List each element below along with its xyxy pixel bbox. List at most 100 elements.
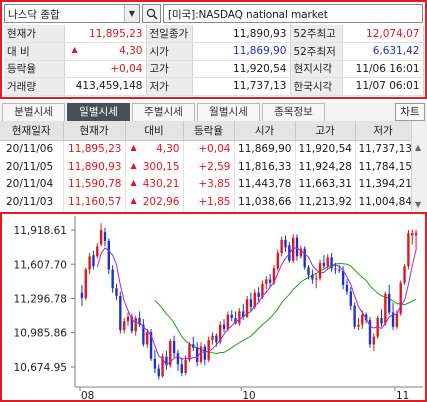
column-header[interactable]: 현재가 xyxy=(63,121,126,141)
change-text: 300,15 xyxy=(142,160,180,173)
table-row[interactable]: 20/11/04 11,590,78 ▲ 430,21 +3,85 11,443,78 11… xyxy=(0,175,412,194)
column-header[interactable]: 시가 xyxy=(234,121,296,141)
quote-value: 11,869,90 xyxy=(192,42,291,61)
cell-open: 11,443,78 xyxy=(234,175,296,194)
cell-rate: +2,59 xyxy=(183,157,235,176)
candle-body xyxy=(291,237,295,261)
vertical-scrollbar[interactable]: ▲ ▼ xyxy=(411,121,427,211)
candle-body xyxy=(276,253,279,269)
candle-body xyxy=(307,267,310,276)
candle-body xyxy=(322,262,326,267)
quote-value: 11/07 06:01 xyxy=(342,77,424,96)
candle-body xyxy=(372,336,376,345)
cell-low: 11,737,13 xyxy=(355,140,412,158)
tab-1[interactable]: 일별시세 xyxy=(67,103,130,121)
candle-body xyxy=(272,268,276,283)
scroll-up-icon[interactable]: ▲ xyxy=(415,143,422,152)
candle-body xyxy=(242,311,245,317)
quote-value-text: 413,459,148 xyxy=(75,80,143,93)
tab-4[interactable]: 종목정보 xyxy=(262,103,325,121)
table-row[interactable]: 20/11/06 11,895,23 ▲ 4,30 +0,04 11,869,90 11,9… xyxy=(0,140,412,158)
candle-body xyxy=(407,233,410,267)
candle-body xyxy=(188,344,191,360)
candle-body xyxy=(380,317,383,324)
quote-value: 11,895,23 xyxy=(64,25,147,43)
column-header[interactable]: 저가 xyxy=(355,121,412,141)
column-header[interactable]: 현재일자 xyxy=(0,121,64,141)
candle-body xyxy=(203,346,207,360)
column-header[interactable]: 등락율 xyxy=(183,121,235,141)
quote-label: 52주최고 xyxy=(290,25,343,43)
quote-label: 현재가 xyxy=(4,25,65,43)
candle-body xyxy=(199,346,203,362)
candle-body xyxy=(84,269,87,299)
change-text: 430,21 xyxy=(142,178,180,191)
quote-value-text: 11,869,90 xyxy=(233,45,287,58)
market-select[interactable]: 나스닥 종합 ▼ xyxy=(4,4,140,23)
tab-3[interactable]: 월별시세 xyxy=(197,103,260,121)
candle-body xyxy=(384,293,387,324)
candle-body xyxy=(195,347,199,362)
cell-rate: +1,85 xyxy=(183,193,235,211)
candle-body xyxy=(215,335,218,343)
candle-body xyxy=(230,314,233,318)
candle-body xyxy=(99,229,103,245)
chart-button[interactable]: 차트 xyxy=(395,103,425,121)
candle-body xyxy=(238,311,241,324)
column-header[interactable]: 고가 xyxy=(295,121,356,141)
candle-body xyxy=(96,246,99,257)
candle-body xyxy=(211,335,214,340)
candle-body xyxy=(157,368,160,377)
cell-price: 11,160,57 xyxy=(63,193,126,211)
table-row[interactable]: 20/11/03 11,160,57 ▲ 202,96 +1,85 11,038,66 11… xyxy=(0,193,412,211)
table-row[interactable]: 20/11/05 11,890,93 ▲ 300,15 +2,59 11,816,33 11… xyxy=(0,157,412,176)
candle-body xyxy=(172,341,176,354)
y-tick-label: 10,985.86 xyxy=(14,328,68,340)
cell-change: ▲ 202,96 xyxy=(125,193,184,211)
search-icon xyxy=(146,8,158,20)
quote-label: 거래량 xyxy=(4,77,65,96)
quote-label: 한국시각 xyxy=(290,77,343,96)
quote-value-text: +0,04 xyxy=(110,62,143,75)
candle-body xyxy=(153,358,157,369)
quote-value-text: 11/07 06:01 xyxy=(355,80,420,93)
candle-body xyxy=(103,232,107,241)
tab-0[interactable]: 분별시세 xyxy=(2,103,65,121)
quote-value-text: 11,737,13 xyxy=(233,80,287,93)
ma-20-line xyxy=(154,262,417,355)
quote-value: +0,04 xyxy=(64,60,147,78)
chevron-down-icon[interactable]: ▼ xyxy=(124,5,139,22)
scroll-down-icon[interactable]: ▼ xyxy=(415,200,422,209)
quote-value: 11,737,13 xyxy=(192,77,291,96)
symbol-field[interactable]: [미국]:NASDAQ national market xyxy=(163,4,423,23)
quote-value: 6,631,42 xyxy=(342,42,424,61)
x-tick-label: 11 xyxy=(396,390,409,400)
ma-long-line xyxy=(154,262,417,355)
tab-bar: 분별시세 일별시세 주별시세 월별시세 종목정보 차트 xyxy=(0,102,427,121)
candle-body xyxy=(368,320,372,345)
candle-body xyxy=(315,278,318,280)
quote-row: 현재가 11,895,23 전일종가 11,890,93 52주최고 12,074,07 xyxy=(4,25,424,43)
cell-date: 20/11/03 xyxy=(0,193,64,211)
candle-body xyxy=(338,269,341,271)
search-button[interactable] xyxy=(142,4,161,23)
change-text: 4,30 xyxy=(156,143,180,156)
candle-body xyxy=(146,332,149,345)
candle-body xyxy=(234,317,237,324)
cell-open: 11,038,66 xyxy=(234,193,296,211)
quote-label: 52주최저 xyxy=(290,42,343,61)
cell-high: 11,920,54 xyxy=(295,140,356,158)
quote-value-text: 11,920,54 xyxy=(233,62,287,75)
symbol-field-value: [미국]:NASDAQ national market xyxy=(168,9,328,21)
cell-rate: +3,85 xyxy=(183,175,235,194)
cell-price: 11,890,93 xyxy=(63,157,126,176)
candle-body xyxy=(414,232,418,236)
column-header[interactable]: 대비 xyxy=(125,121,184,141)
tab-2[interactable]: 주별시세 xyxy=(132,103,195,121)
candle-body xyxy=(169,341,172,366)
candle-body xyxy=(176,353,180,365)
candle-body xyxy=(126,316,130,322)
quote-label: 전일종가 xyxy=(146,25,193,43)
candle-body xyxy=(249,299,253,307)
candle-body xyxy=(253,292,256,307)
